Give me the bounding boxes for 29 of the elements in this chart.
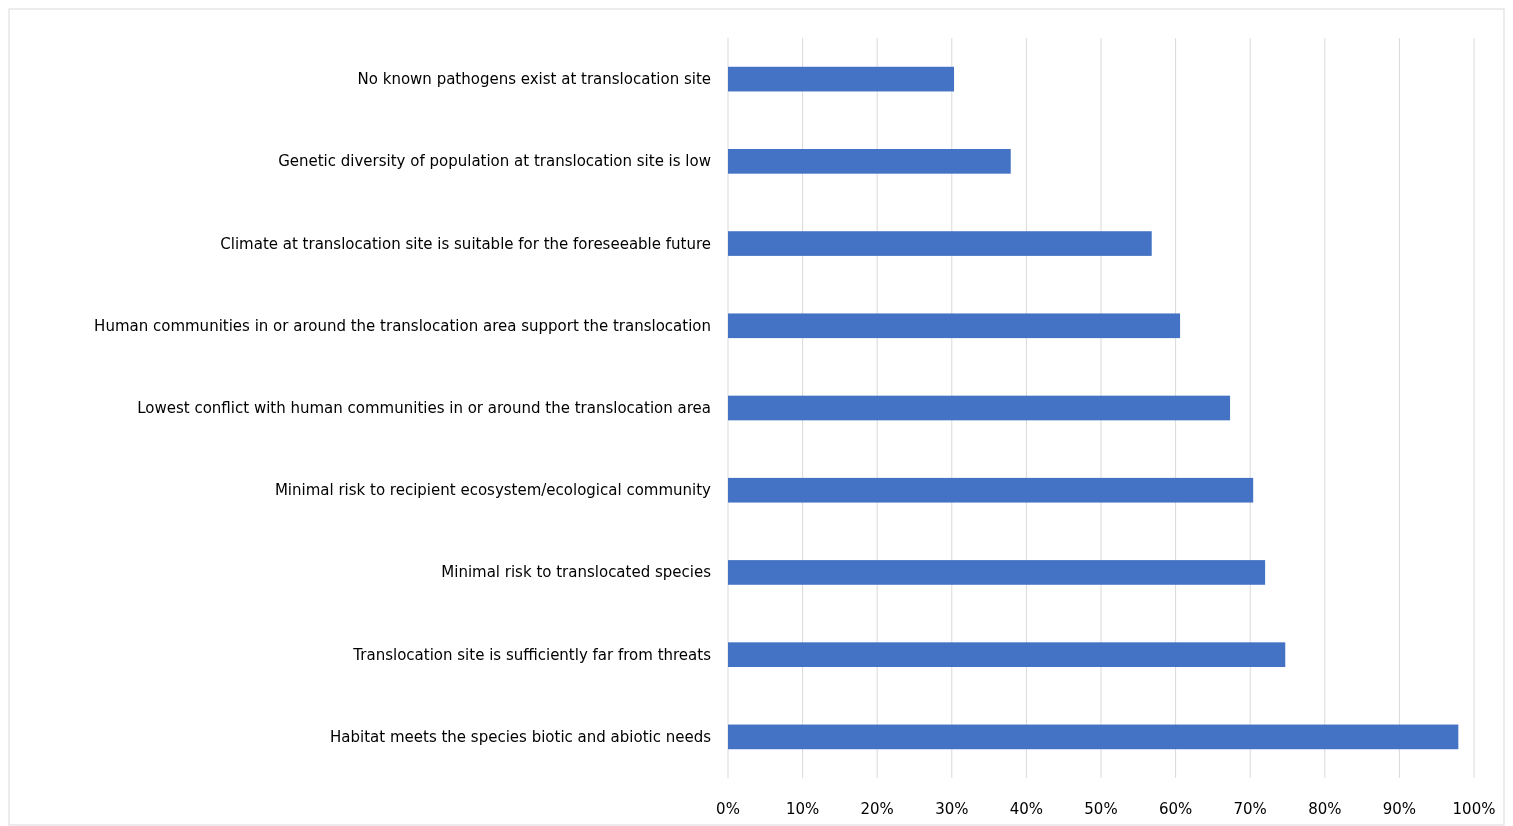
- x-tick-label: 20%: [860, 800, 894, 818]
- y-tick-label: Minimal risk to translocated species: [441, 563, 712, 582]
- y-tick-label: No known pathogens exist at translocation site: [357, 70, 711, 89]
- x-tick-label: 30%: [935, 800, 969, 818]
- x-tick-label: 10%: [785, 800, 820, 818]
- x-tick-label: 40%: [1009, 800, 1044, 818]
- x-tick-label: 50%: [1084, 800, 1118, 818]
- bar: [728, 313, 1181, 339]
- x-tick-label: 90%: [1382, 800, 1417, 818]
- bar: [728, 66, 955, 92]
- x-tick-label: 100%: [1452, 800, 1496, 818]
- y-tick-label: Human communities in or around the translocation area support the translocation: [94, 316, 711, 335]
- x-tick-label: 0%: [716, 800, 740, 818]
- bar: [728, 642, 1286, 667]
- x-tick-label: 80%: [1308, 800, 1342, 818]
- bar: [728, 395, 1231, 421]
- bar: [728, 149, 1011, 174]
- x-tick-label: 60%: [1158, 800, 1193, 818]
- y-tick-label: Translocation site is sufficiently far from threats: [352, 645, 712, 664]
- y-tick-label: Genetic diversity of population at translocation site is low: [278, 152, 711, 171]
- bar: [728, 477, 1254, 503]
- x-tick-label: 70%: [1233, 800, 1267, 818]
- bar: [728, 724, 1459, 750]
- y-tick-label: Climate at translocation site is suitable for the foreseeable future: [220, 234, 711, 253]
- y-tick-label: Habitat meets the species biotic and abiotic needs: [330, 727, 712, 746]
- bar: [728, 560, 1266, 585]
- y-tick-label: Minimal risk to recipient ecosystem/ecological community: [274, 481, 712, 500]
- y-tick-label: Lowest conflict with human communities in or around the translocation area: [137, 399, 711, 417]
- bar: [728, 231, 1152, 256]
